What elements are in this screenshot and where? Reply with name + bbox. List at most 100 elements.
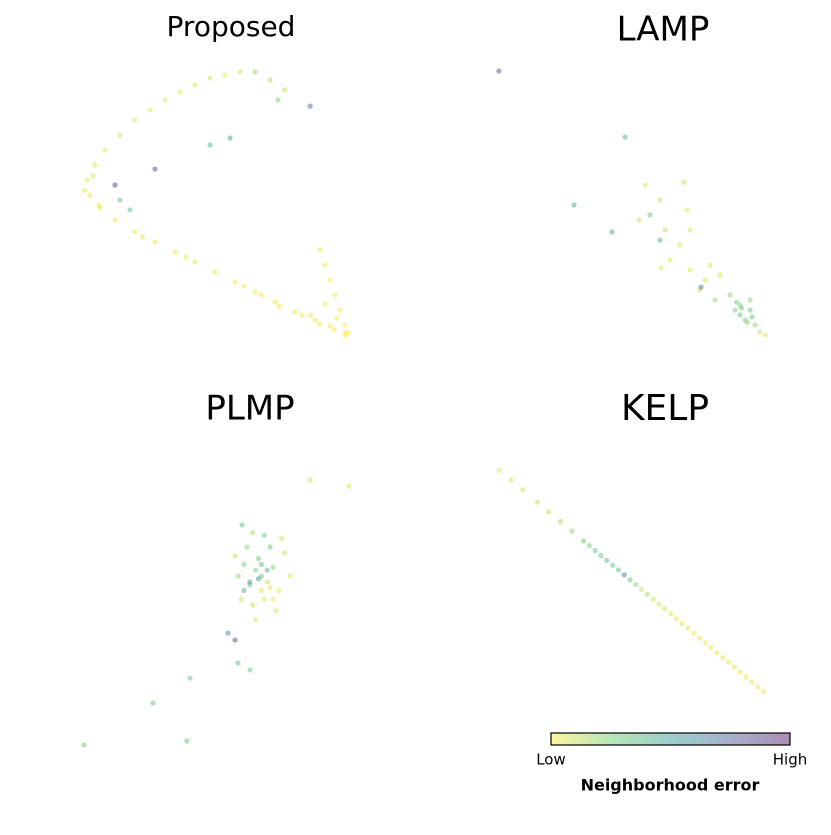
point — [633, 582, 639, 588]
point — [747, 307, 753, 313]
point — [698, 284, 704, 290]
point — [598, 552, 604, 559]
colorbar-label: Neighborhood error — [581, 776, 760, 795]
point — [496, 467, 503, 474]
point — [679, 620, 685, 627]
point — [697, 635, 703, 641]
point — [747, 297, 753, 303]
point — [334, 315, 340, 321]
panel-title: LAMP — [617, 10, 710, 50]
point — [644, 591, 651, 597]
point — [272, 299, 278, 305]
point — [734, 299, 740, 305]
point — [322, 262, 328, 268]
point — [707, 262, 713, 268]
point — [569, 528, 575, 534]
point — [677, 242, 683, 248]
colorbar-low: Low — [536, 751, 566, 769]
point — [222, 72, 228, 78]
point — [258, 292, 264, 298]
point — [270, 596, 276, 602]
point — [299, 312, 305, 318]
point — [252, 289, 258, 295]
point — [345, 330, 351, 336]
point — [81, 742, 87, 748]
point — [172, 249, 178, 255]
point — [762, 332, 768, 338]
point — [307, 103, 313, 109]
point — [752, 322, 758, 328]
point — [207, 75, 213, 81]
point — [184, 738, 190, 744]
point — [327, 323, 333, 329]
point — [546, 509, 552, 515]
point — [238, 596, 244, 602]
point — [337, 307, 343, 313]
point — [237, 69, 243, 75]
point — [673, 616, 680, 622]
point — [139, 234, 146, 240]
point — [639, 586, 645, 592]
point — [87, 192, 93, 198]
point — [258, 561, 264, 568]
point — [267, 585, 273, 591]
point — [97, 205, 103, 211]
point — [755, 684, 761, 690]
point — [737, 312, 743, 318]
point — [282, 550, 288, 556]
point — [586, 542, 593, 549]
point — [255, 576, 262, 582]
point — [342, 330, 348, 336]
point — [232, 637, 238, 643]
point — [84, 177, 90, 183]
point — [737, 302, 743, 308]
point — [508, 477, 514, 483]
point — [225, 630, 231, 636]
point — [668, 611, 674, 617]
point — [557, 518, 564, 525]
point — [346, 483, 352, 489]
point — [92, 162, 98, 168]
point — [657, 197, 663, 203]
point — [662, 227, 668, 233]
point — [227, 135, 233, 141]
point — [615, 567, 622, 573]
point — [744, 319, 751, 326]
point — [687, 267, 693, 273]
point — [232, 553, 238, 559]
point — [307, 477, 313, 483]
point — [241, 561, 247, 568]
point — [657, 237, 663, 243]
point — [247, 582, 253, 588]
point — [627, 577, 633, 583]
point — [757, 329, 763, 335]
point — [187, 675, 193, 681]
point — [117, 197, 123, 203]
point — [687, 227, 693, 233]
point — [192, 82, 198, 88]
point — [96, 202, 102, 208]
point — [749, 314, 755, 320]
point — [743, 674, 749, 680]
point — [250, 602, 256, 608]
point — [642, 182, 648, 188]
point — [253, 567, 259, 573]
point — [621, 572, 627, 578]
point — [322, 301, 328, 307]
point — [316, 321, 322, 327]
point — [331, 327, 337, 333]
point — [147, 107, 153, 113]
point — [81, 187, 88, 194]
point — [691, 630, 697, 636]
point — [726, 659, 732, 666]
point — [275, 97, 281, 103]
point — [241, 587, 247, 594]
point — [267, 544, 273, 550]
point — [308, 312, 314, 318]
point — [232, 279, 238, 285]
point — [622, 134, 628, 140]
point — [656, 601, 662, 607]
point — [610, 562, 616, 568]
point — [177, 89, 183, 95]
